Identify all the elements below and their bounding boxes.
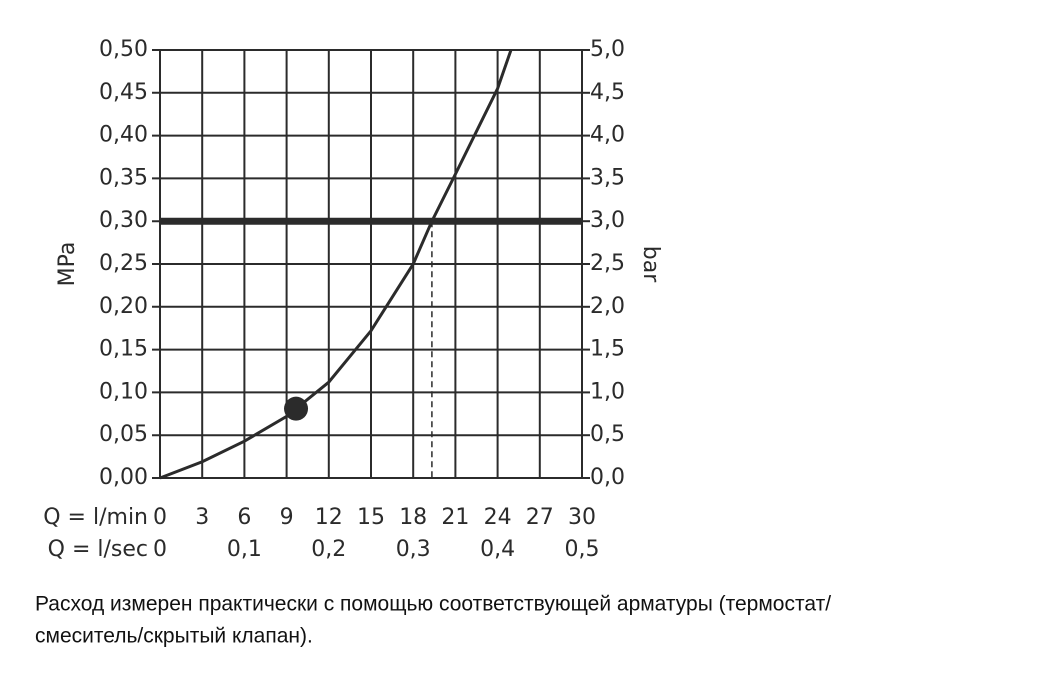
y2-tick-label: 2,0	[590, 294, 625, 319]
y-tick-label: 0,40	[99, 123, 148, 148]
curve	[159, 49, 513, 480]
x2-tick-label: 0,5	[565, 537, 600, 562]
x-tick-label: 9	[280, 505, 294, 530]
x2-tick-label: 0,4	[480, 537, 515, 562]
y2-tick-label: 0,5	[590, 422, 625, 447]
y2-tick-label: 2,5	[590, 251, 625, 276]
y-tick-label: 0,20	[99, 294, 148, 319]
x-tick-label: 27	[526, 505, 554, 530]
y2-tick-label: 3,5	[590, 165, 625, 190]
y2-axis-title: bar	[638, 246, 663, 283]
x-tick-label: 3	[195, 505, 209, 530]
x-tick-label: 12	[315, 505, 343, 530]
x-tick-label: 15	[357, 505, 385, 530]
y-axis-title: MPa	[55, 242, 80, 287]
x2-tick-label: 0,2	[311, 537, 346, 562]
y2-tick-label: 5,0	[590, 37, 625, 62]
y-tick-label: 0,45	[99, 80, 148, 105]
x2-tick-label: 0,1	[227, 537, 262, 562]
marker	[284, 396, 309, 421]
x2-axis-title: Q = l/sec	[48, 537, 148, 562]
y-tick-label: 0,10	[99, 379, 148, 404]
x-tick-label: 30	[568, 505, 596, 530]
y-tick-label: 0,00	[99, 465, 148, 490]
y2-tick-label: 1,5	[590, 337, 625, 362]
x-axis-title: Q = l/min	[43, 505, 148, 530]
y-tick-label: 0,35	[99, 165, 148, 190]
note-line: Расход измерен практически с помощью соо…	[35, 593, 831, 616]
x2-tick-label: 0	[153, 537, 167, 562]
y2-tick-label: 0,0	[590, 465, 625, 490]
y-tick-label: 0,30	[99, 208, 148, 233]
x-tick-label: 18	[399, 505, 427, 530]
x-tick-label: 24	[484, 505, 512, 530]
y-tick-label: 0,05	[99, 422, 148, 447]
x-tick-label: 21	[441, 505, 469, 530]
note-line: смеситель/скрытый клапан).	[35, 625, 313, 648]
x-tick-label: 0	[153, 505, 167, 530]
y2-tick-label: 1,0	[590, 379, 625, 404]
y-tick-label: 0,50	[99, 37, 148, 62]
y2-tick-label: 4,5	[590, 80, 625, 105]
y-tick-label: 0,25	[99, 251, 148, 276]
x2-tick-label: 0,3	[396, 537, 431, 562]
y-tick-label: 0,15	[99, 337, 148, 362]
x-tick-label: 6	[237, 505, 251, 530]
y2-tick-label: 3,0	[590, 208, 625, 233]
y2-tick-label: 4,0	[590, 123, 625, 148]
